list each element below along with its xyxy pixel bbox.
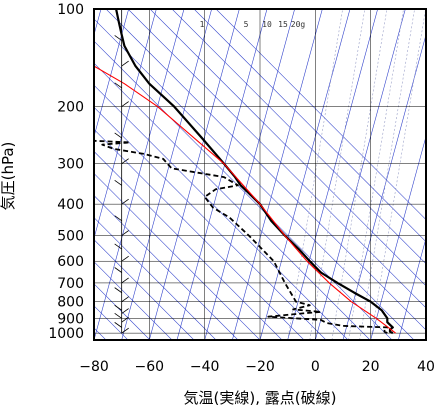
x-axis-title: 気温(実線), 露点(破線) <box>184 389 337 407</box>
wind-barb <box>121 316 129 323</box>
wind-barb <box>114 287 122 293</box>
dry-adiabat-line <box>149 9 426 287</box>
x-tick-label: 40 <box>417 359 435 375</box>
isotherm-line <box>342 33 426 340</box>
isotherm-line <box>94 9 157 240</box>
wind-barb <box>114 132 122 139</box>
dry-adiabat-line <box>94 62 371 340</box>
dry-adiabat-line <box>94 128 305 340</box>
gridlines <box>94 9 426 340</box>
wind-barb <box>114 82 122 89</box>
y-tick-label: 500 <box>57 229 84 245</box>
dry-adiabat-line <box>94 40 393 340</box>
dry-adiabat-line <box>171 9 426 265</box>
wind-barb <box>121 308 129 314</box>
mixing-ratio-label: 20g <box>291 20 306 29</box>
wind-barb <box>114 215 122 222</box>
y-tick-label: 200 <box>57 100 84 116</box>
isotherm-line <box>149 9 240 340</box>
isotherm-line <box>204 9 295 340</box>
x-tick-label: 20 <box>362 359 380 375</box>
isotherm-line <box>94 9 102 36</box>
isotherm-line <box>370 135 426 340</box>
temperature-line <box>115 9 394 335</box>
dry-adiabat-line <box>193 9 426 243</box>
mixing-ratio-label: 5 <box>244 20 249 29</box>
y-tick-label: 600 <box>57 254 84 270</box>
wind-barb <box>121 198 129 205</box>
x-tick-label: 0 <box>311 359 320 375</box>
x-tick-label: −60 <box>135 359 165 375</box>
wind-barb <box>114 304 122 311</box>
data-series <box>94 9 396 335</box>
y-axis-title: 気圧(hPa) <box>0 142 17 211</box>
wind-barb <box>121 101 129 107</box>
isotherm-line <box>259 9 351 340</box>
dry-adiabat-line <box>94 106 327 340</box>
mixing-ratio-labels: 1 5 10 15 20g <box>200 20 306 29</box>
mixing-ratio-label: 1 <box>200 20 205 29</box>
y-tick-label: 800 <box>57 295 84 311</box>
dry-adiabat-line <box>94 18 415 340</box>
wind-barb <box>114 180 122 186</box>
dry-adiabat-line <box>105 9 426 331</box>
wind-barb <box>121 158 129 164</box>
wind-barb <box>114 35 122 41</box>
plot-frame <box>93 8 427 341</box>
isotherm-line <box>398 237 426 340</box>
wind-barb <box>121 296 129 303</box>
mixing-ratio-label: 10 <box>262 20 272 29</box>
isotherm-line <box>425 338 426 340</box>
wind-barb <box>114 243 122 250</box>
dry-adiabat-line <box>94 261 173 340</box>
dry-adiabat-line <box>94 173 261 340</box>
wind-barb <box>121 60 129 67</box>
mixing-ratio-line <box>359 9 415 340</box>
wind-barb <box>121 277 129 284</box>
wind-barb <box>114 322 122 328</box>
wind-barb <box>121 327 129 334</box>
wind-barb <box>114 267 122 273</box>
isotherm-line <box>121 9 212 340</box>
isotherm-line <box>287 9 378 340</box>
wind-barb <box>121 230 129 236</box>
x-tick-label: −40 <box>190 359 220 375</box>
y-tick-label: 400 <box>57 197 84 213</box>
dry-adiabat-line <box>94 195 239 340</box>
dry-adiabat-line <box>215 9 426 221</box>
parcel-line <box>94 65 396 334</box>
y-tick-label: 1000 <box>48 326 84 342</box>
x-tick-label: −20 <box>245 359 275 375</box>
x-axis-ticks: −80 −60 −40 −20 0 20 40 <box>79 359 435 375</box>
dry-adiabat-line <box>94 151 283 340</box>
dry-adiabat-line <box>94 239 195 340</box>
mixing-ratio-line <box>331 9 388 340</box>
mixing-ratio-label: 15 <box>278 20 288 29</box>
y-tick-label: 700 <box>57 276 84 292</box>
dry-adiabat-line <box>94 217 217 340</box>
isotherm-line <box>315 9 406 340</box>
y-tick-label: 100 <box>57 2 84 18</box>
dry-adiabat-line <box>94 84 349 340</box>
x-tick-label: −80 <box>79 359 109 375</box>
dry-adiabat-line <box>127 9 426 309</box>
wind-barbs <box>114 9 129 334</box>
y-tick-label: 300 <box>57 157 84 173</box>
isotherm-line <box>176 9 268 340</box>
background-reference-lines <box>94 9 426 340</box>
isotherm-line <box>232 9 323 340</box>
wind-barb <box>114 312 122 319</box>
y-tick-label: 900 <box>57 311 84 327</box>
wind-barb <box>121 255 129 262</box>
isotherm-line <box>94 9 129 138</box>
dewpoint-line <box>94 139 389 334</box>
